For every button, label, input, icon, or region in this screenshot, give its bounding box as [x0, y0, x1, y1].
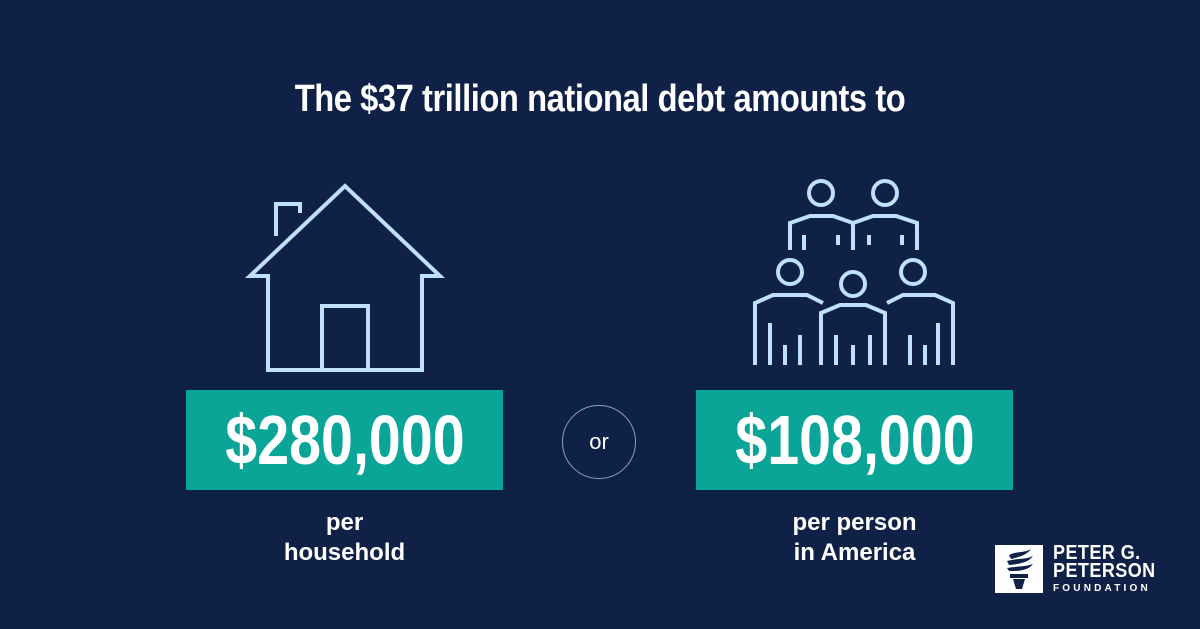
person-caption-line2: in America [793, 539, 916, 566]
or-label: or [589, 429, 609, 454]
headline: The $37 trillion national debt amounts t… [294, 78, 906, 120]
logo-mark [995, 545, 1043, 593]
logo-line1: PETER G. [1053, 542, 1141, 564]
logo-text: PETER G. PETERSON FOUNDATION [1053, 542, 1167, 594]
person-amount-box: $108,000 [696, 390, 1013, 490]
torch-icon [1007, 549, 1033, 589]
logo-line2: PETERSON [1053, 560, 1156, 582]
person-amount: $108,000 [734, 401, 975, 479]
household-caption-line1: per [325, 509, 364, 536]
household-caption-line2: household [283, 539, 406, 566]
peterson-foundation-logo: PETER G. PETERSON FOUNDATION [995, 542, 1167, 594]
household-caption: per household [186, 508, 503, 568]
logo-line3: FOUNDATION [1053, 583, 1151, 594]
people-group-icon [753, 179, 955, 365]
household-amount: $280,000 [224, 401, 465, 479]
person-caption-line1: per person [792, 509, 917, 536]
person-caption: per person in America [696, 508, 1013, 568]
house-icon [244, 183, 446, 372]
household-amount-box: $280,000 [186, 390, 503, 490]
or-separator: or [562, 405, 636, 479]
